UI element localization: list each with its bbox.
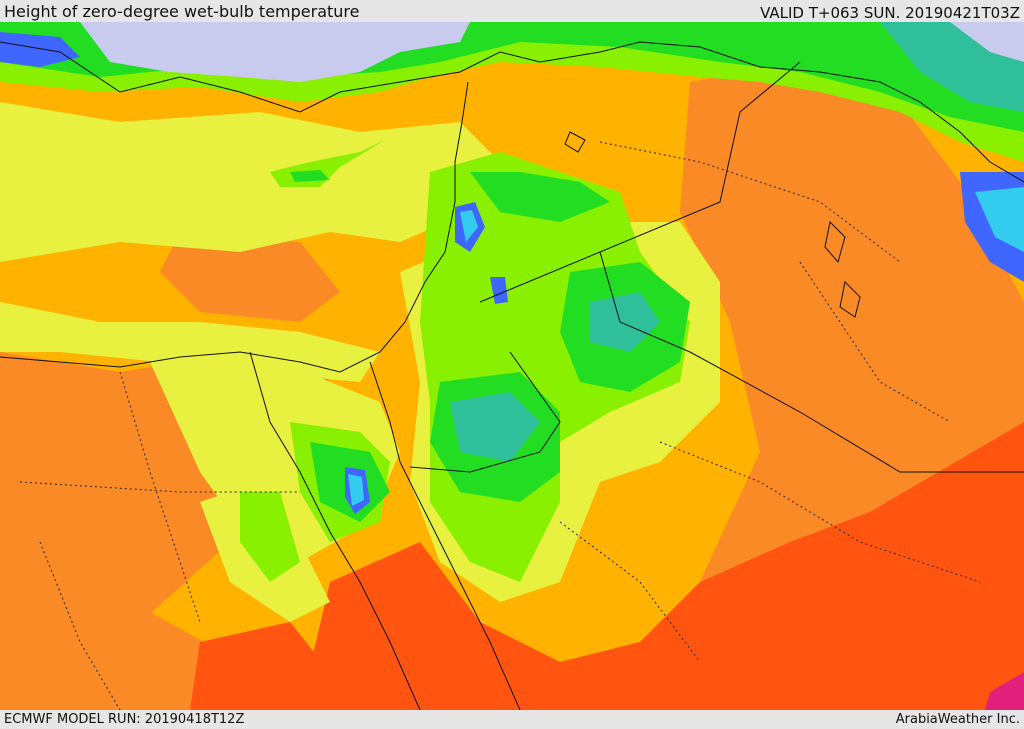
field-green-syria: [470, 172, 610, 222]
field-sea-cold: [80, 22, 470, 82]
field-cyan-sinai: [348, 474, 364, 506]
footer-bar: ECMWF MODEL RUN: 20190418T12Z ArabiaWeat…: [0, 710, 1024, 729]
field-yellow-north: [0, 102, 500, 262]
field-blue-coast: [0, 32, 80, 67]
model-run: ECMWF MODEL RUN: 20190418T12Z: [4, 712, 245, 727]
field-red-southwest: [190, 622, 330, 710]
field-magenta: [985, 672, 1024, 710]
field-cyan-lebanon: [460, 210, 478, 242]
coastline-turkey: [0, 41, 1024, 183]
internal-boundaries: [19, 141, 981, 710]
weather-map[interactable]: [0, 22, 1024, 710]
field-lime-redsea: [240, 492, 300, 582]
header-bar: Height of zero-degree wet-bulb temperatu…: [0, 0, 1024, 22]
field-red-south: [300, 422, 1024, 710]
valid-time: VALID T+063 SUN. 20190421T03Z: [760, 4, 1020, 22]
map-title: Height of zero-degree wet-bulb temperatu…: [4, 2, 360, 21]
field-blue-jordan: [490, 277, 508, 304]
border-syria-jordan: [479, 61, 801, 303]
field-teal-jordan: [590, 292, 660, 352]
field-teal-negev: [450, 392, 540, 462]
coastline-levant: [0, 81, 469, 373]
border-egypt-sinai: [369, 361, 401, 463]
border-jordan-saudi: [409, 351, 561, 473]
coastline-redsea-west: [249, 351, 421, 710]
credit: ArabiaWeather Inc.: [895, 712, 1020, 727]
field-cyan-turkey: [975, 187, 1024, 252]
field-sea-cold-east: [950, 22, 1024, 62]
coastline-redsea-east: [399, 461, 521, 710]
field-orange-sea: [160, 232, 340, 322]
boundaries: [0, 41, 1024, 710]
lakes: [564, 131, 861, 318]
field-yellow-delta: [0, 302, 380, 382]
field-cyprus-core: [290, 170, 330, 182]
border-syria-iraq: [599, 251, 1024, 473]
